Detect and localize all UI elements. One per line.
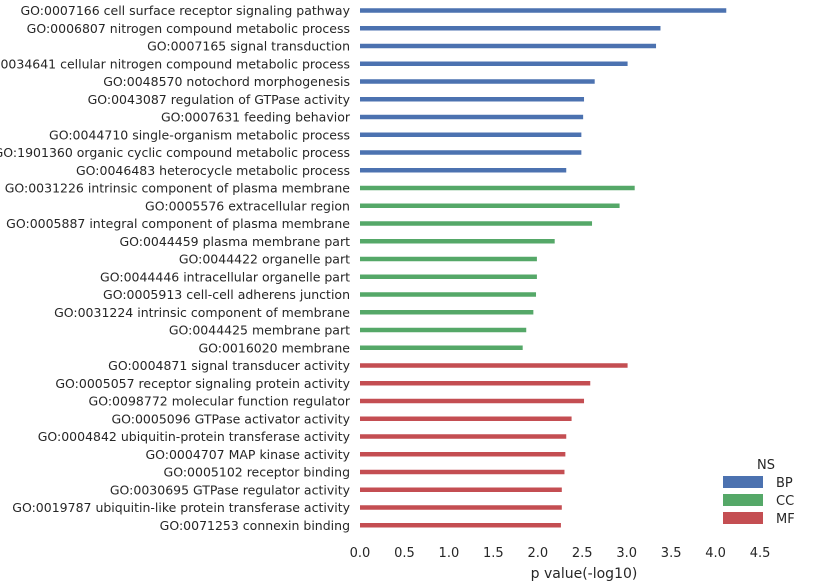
category-label: GO:0007631 feeding behavior [161, 110, 351, 125]
category-label: GO:0005096 GTPase activator activity [111, 411, 350, 426]
legend-swatch-bp [723, 476, 763, 488]
x-axis-label: p value(-log10) [531, 566, 638, 582]
x-tick-label: 2.5 [572, 546, 593, 561]
category-label: GO:0006807 nitrogen compound metabolic p… [27, 21, 350, 36]
category-label: GO:0044422 organelle part [179, 252, 350, 267]
bar-cc [360, 327, 527, 333]
x-tick-labels: 0.0 0.5 1.0 1.5 2.0 2.5 3.0 3.5 4.0 4.5 [350, 546, 771, 561]
legend-swatch-mf [723, 512, 763, 524]
legend-label-mf: MF [776, 512, 795, 527]
category-label: GO:0048570 notochord morphogenesis [103, 74, 350, 89]
bar-bp [360, 97, 585, 102]
x-tick-label: 2.0 [527, 546, 548, 561]
category-label: GO:0005576 extracellular region [145, 198, 350, 213]
category-label: GO:0005887 integral component of plasma … [6, 216, 350, 231]
bar-bp [360, 150, 582, 155]
bar-cc [360, 310, 534, 315]
category-label: GO:0004871 signal transducer activity [108, 358, 350, 373]
bar-cc [360, 256, 537, 262]
category-label: GO:0031226 intrinsic component of plasma… [5, 181, 351, 196]
x-tick-label: 1.0 [439, 546, 460, 561]
category-labels: GO:0007166 cell surface receptor signali… [0, 3, 351, 533]
category-label: GO:0071253 connexin binding [160, 518, 350, 533]
bar-cc [360, 274, 537, 279]
bar-cc [360, 185, 635, 191]
category-label: GO:0031224 intrinsic component of membra… [54, 305, 350, 320]
category-label: GO:0044446 intracellular organelle part [100, 269, 350, 284]
legend-label-bp: BP [776, 476, 793, 491]
bar-mf [360, 398, 585, 404]
category-label: GO:0016020 membrane [198, 340, 350, 355]
category-label: GO:0005102 receptor binding [164, 465, 350, 480]
bar-bp [360, 168, 567, 173]
bar-mf [360, 452, 566, 457]
legend-title: NS [757, 458, 775, 473]
category-label: GO:0044710 single-organism metabolic pro… [49, 127, 350, 142]
x-tick-label: 3.0 [616, 546, 637, 561]
category-label: GO:0005057 receptor signaling protein ac… [55, 376, 350, 391]
category-label: GO:0007166 cell surface receptor signali… [20, 3, 350, 18]
bar-bp [360, 114, 584, 120]
category-label: GO:0004842 ubiquitin-protein transferase… [38, 429, 351, 444]
legend-swatch-cc [723, 494, 763, 506]
x-tick-label: 4.5 [750, 546, 771, 561]
category-label: GO:0007165 signal transduction [147, 39, 350, 54]
category-label: GO:0044425 membrane part [169, 323, 350, 338]
bar-bp [360, 61, 628, 66]
bar-bp [360, 8, 727, 13]
bar-bp [360, 43, 657, 49]
legend-items: BP CC MF [723, 476, 795, 527]
bars [360, 8, 727, 528]
bar-mf [360, 505, 562, 510]
x-tick-label: 3.5 [661, 546, 682, 561]
category-label: GO:0019787 ubiquitin-like protein transf… [12, 500, 350, 515]
bar-cc [360, 292, 537, 297]
bar-mf [360, 469, 565, 475]
x-tick-label: 0.0 [350, 546, 371, 561]
bar-cc [360, 221, 593, 226]
bar-bp [360, 132, 582, 137]
bar-bp [360, 79, 595, 84]
category-label: GO:0034641 cellular nitrogen compound me… [0, 56, 350, 71]
x-tick-label: 1.5 [483, 546, 504, 561]
x-tick-label: 0.5 [394, 546, 415, 561]
category-label: GO:0005913 cell-cell adherens junction [103, 287, 350, 302]
bar-cc [360, 239, 555, 244]
category-label: GO:0030695 GTPase regulator activity [110, 482, 351, 497]
x-tick-label: 4.0 [705, 546, 726, 561]
category-label: GO:0044459 plasma membrane part [119, 234, 350, 249]
bar-cc [360, 345, 523, 350]
bar-mf [360, 381, 591, 386]
legend-label-cc: CC [776, 494, 794, 509]
bar-mf [360, 487, 562, 492]
x-axis: 0.0 0.5 1.0 1.5 2.0 2.5 3.0 3.5 4.0 4.5 p value(-… [350, 546, 771, 582]
bar-mf [360, 363, 628, 368]
category-label: GO:1901360 organic cyclic compound metab… [0, 145, 350, 160]
legend: NS BP CC MF [723, 458, 795, 527]
bar-mf [360, 416, 572, 421]
bar-cc [360, 203, 620, 208]
category-label: GO:0004707 MAP kinase activity [145, 447, 350, 462]
category-label: GO:0043087 regulation of GTPase activity [88, 92, 351, 107]
category-label: GO:0046483 heterocycle metabolic process [76, 163, 350, 178]
bar-bp [360, 26, 661, 31]
category-label: GO:0098772 molecular function regulator [89, 394, 351, 409]
bar-mf [360, 434, 567, 439]
bar-mf [360, 523, 561, 528]
